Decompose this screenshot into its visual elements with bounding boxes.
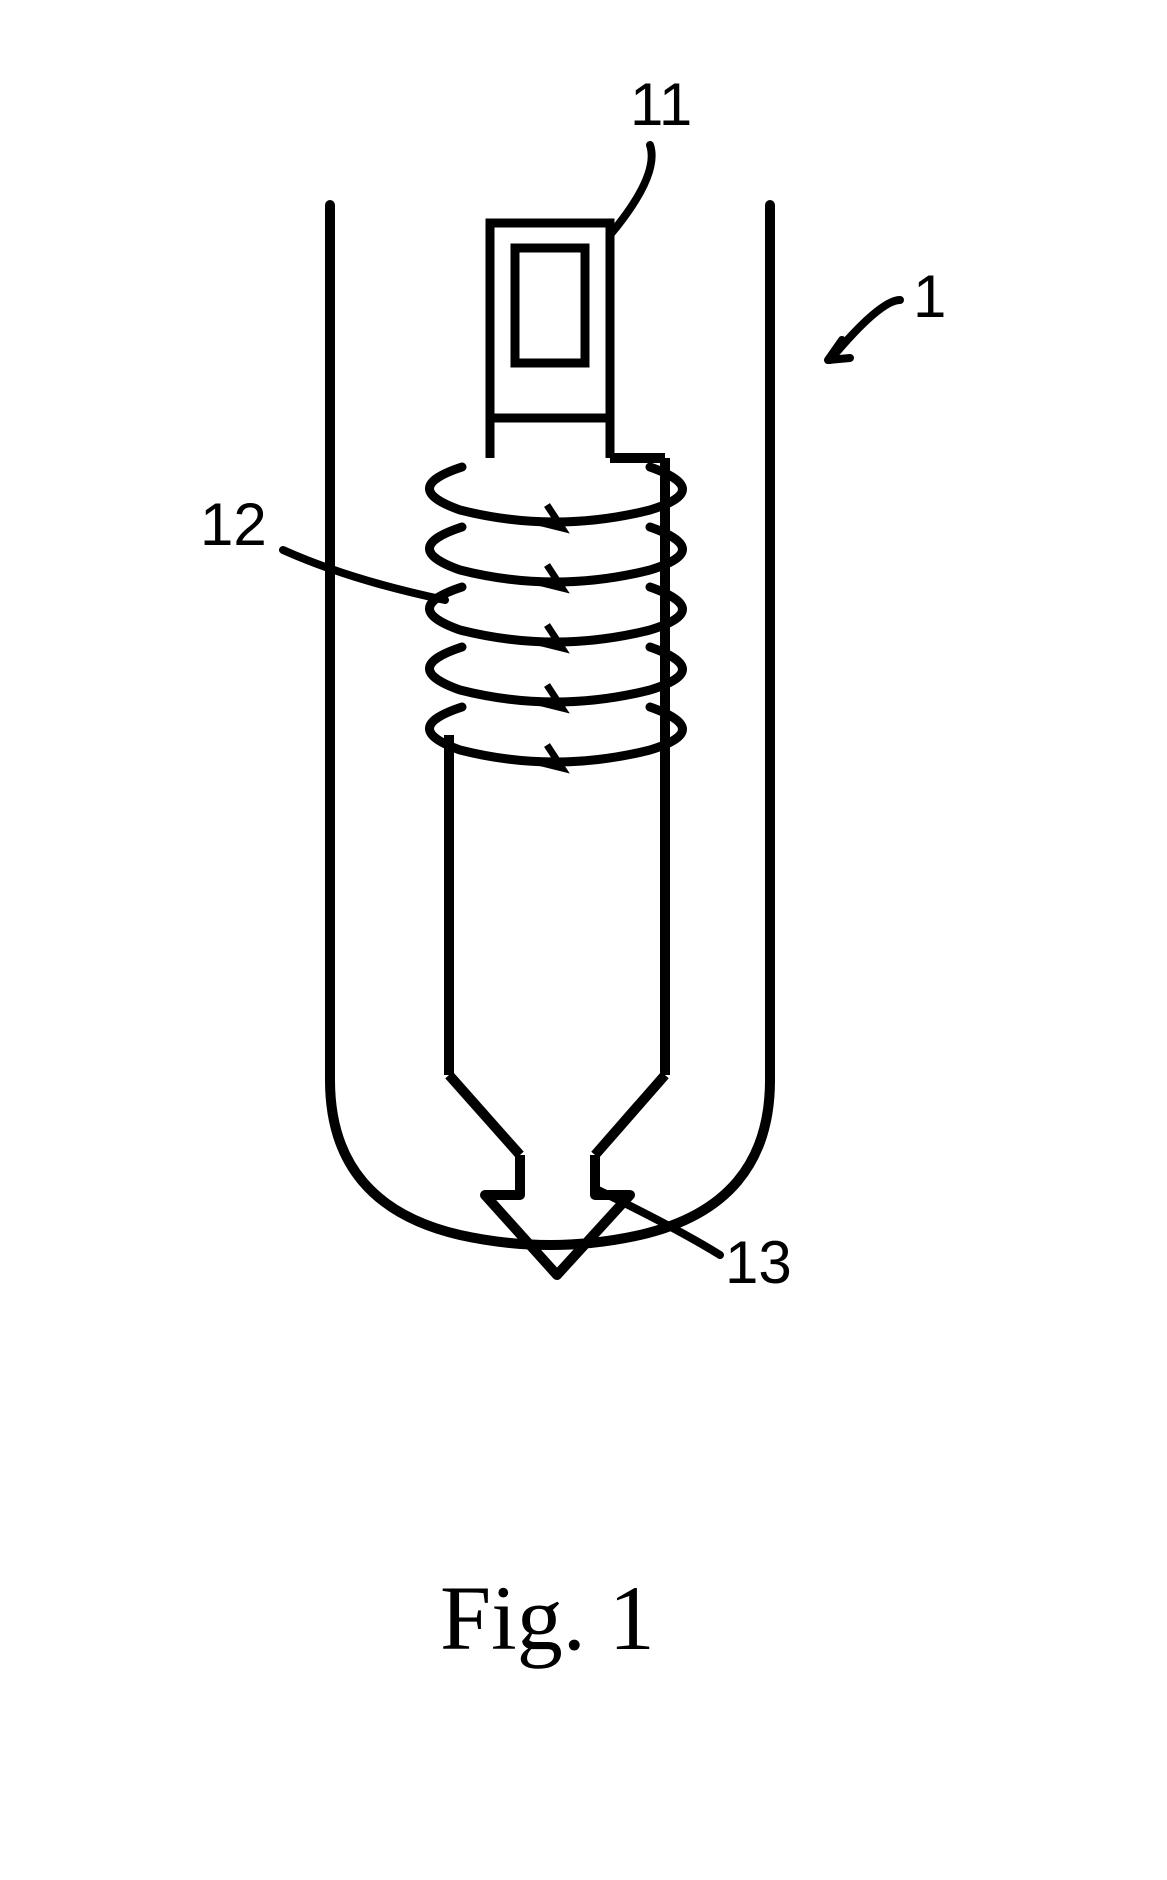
figure-caption: Fig. 1 (440, 1565, 655, 1671)
spring-coil (429, 467, 682, 768)
patent-figure-diagram: 11 1 12 13 Fig. 1 (0, 0, 1167, 1875)
leader-1 (828, 300, 900, 360)
label-12: 12 (200, 490, 267, 559)
arrow-tip (485, 1155, 630, 1275)
leader-11 (610, 145, 652, 235)
label-11: 11 (630, 70, 692, 139)
label-13: 13 (725, 1228, 792, 1297)
leader-12 (283, 550, 445, 600)
label-1: 1 (913, 262, 946, 331)
top-cap (490, 223, 610, 458)
inner-tube (449, 458, 665, 1155)
leader-13 (598, 1190, 720, 1255)
